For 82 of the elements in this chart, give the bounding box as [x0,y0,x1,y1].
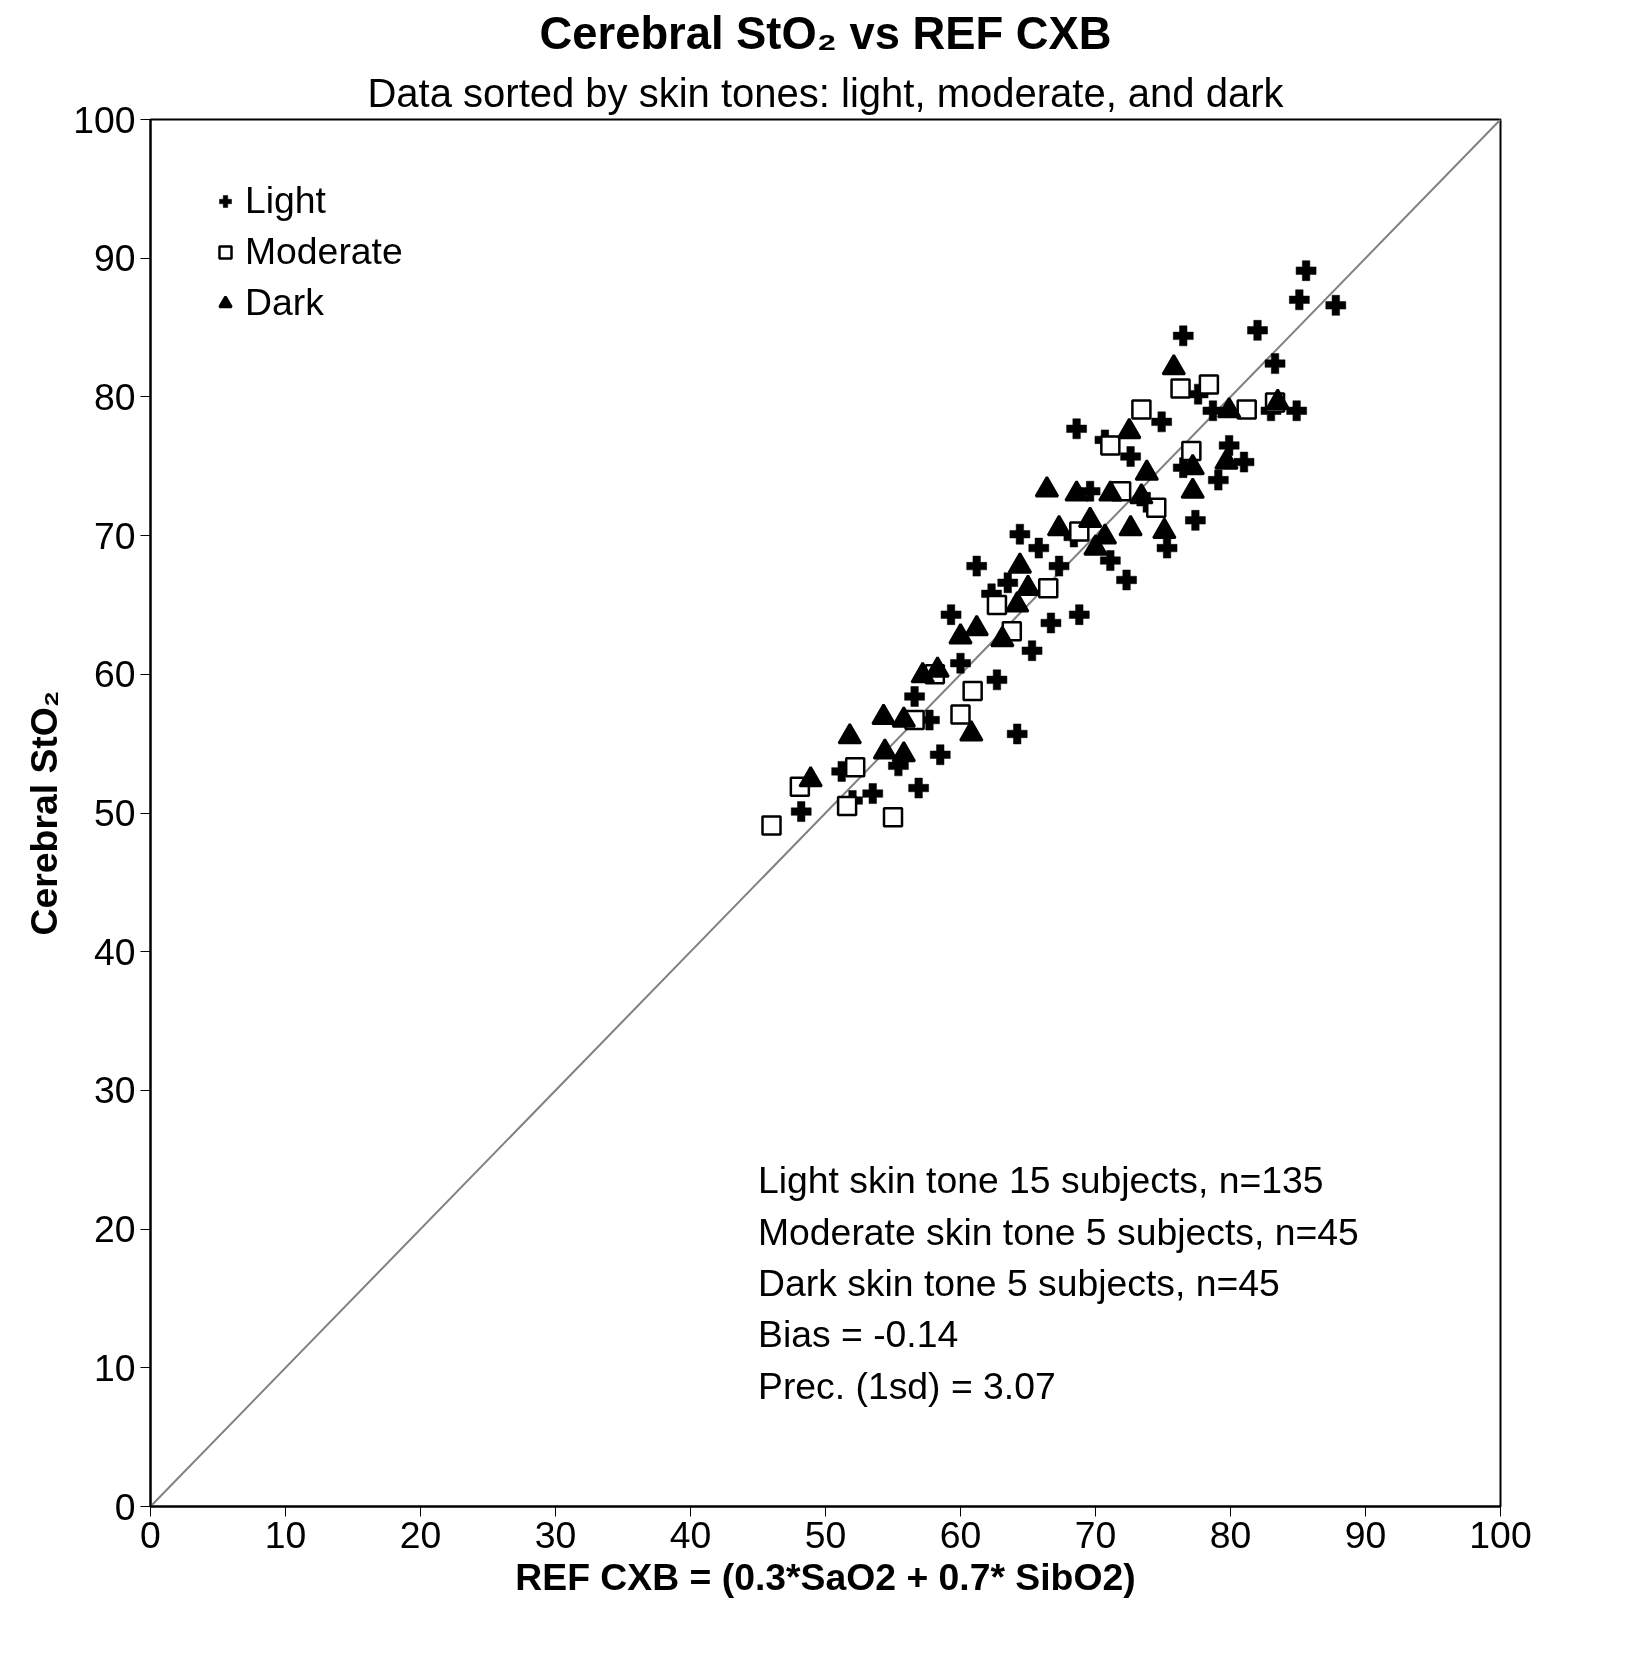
point [1264,353,1286,374]
y-tick-label: 100 [73,98,136,141]
y-tick-label: 30 [93,1069,136,1112]
legend-label: Dark [245,281,324,324]
point [1009,523,1031,545]
y-tick-label: 40 [93,930,136,973]
point [908,777,929,799]
point [1202,400,1224,422]
point [1198,374,1220,395]
annotation: Bias = -0.14 [758,1313,959,1356]
x-tick-label: 40 [669,1513,712,1556]
point [904,686,925,707]
point [986,594,1008,616]
x-tick-label: 80 [1209,1513,1252,1556]
point [1236,399,1257,420]
point [966,555,987,577]
point [882,806,904,828]
point [1100,435,1121,456]
point [997,572,1018,594]
point [1069,604,1090,625]
y-tick-label: 0 [114,1485,136,1528]
point [1028,537,1050,559]
point [1170,378,1191,399]
y-tick-label: 20 [93,1208,136,1251]
point [1156,537,1178,559]
x-tick-label: 10 [264,1513,307,1556]
point [1100,550,1121,571]
point [950,704,971,725]
point [950,652,971,674]
point [1066,418,1087,440]
x-tick-label: 100 [1469,1513,1532,1556]
point [1233,451,1255,473]
point [1151,411,1172,433]
point [1120,446,1141,467]
point [1173,325,1194,347]
x-tick-label: 50 [804,1513,847,1556]
point [986,669,1008,691]
y-tick-label: 60 [93,653,136,696]
y-tick-label: 10 [93,1346,136,1389]
point [1116,569,1137,591]
x-tick-label: 20 [399,1513,442,1556]
point [790,801,812,822]
point [862,783,883,804]
y-tick-label: 70 [93,514,136,557]
annotation: Moderate skin tone 5 subjects, n=45 [758,1210,1359,1253]
point [1048,555,1070,577]
x-axis-title: REF CXB = (0.3*SaO2 + 0.7* SibO2) [515,1555,1136,1598]
x-tick-label: 90 [1344,1513,1387,1556]
point [940,604,962,625]
point [1131,399,1152,420]
point [844,756,866,778]
point [761,815,782,836]
point [1006,723,1028,745]
legend-label: Moderate [245,230,403,273]
point [1295,260,1317,281]
point [1286,400,1307,422]
chart-title: Cerebral StO₂ vs REF CXB [539,7,1112,59]
point [1247,320,1268,341]
x-tick-label: 70 [1074,1513,1117,1556]
point [1181,440,1202,462]
point [930,744,951,765]
chart-subtitle: Data sorted by skin tones: light, moderate, and dark [367,70,1285,115]
point [1146,497,1167,519]
y-tick-label: 80 [93,375,136,418]
point [1325,295,1347,316]
annotation: Prec. (1sd) = 3.07 [758,1364,1056,1407]
point [1021,640,1043,661]
annotation: Dark skin tone 5 subjects, n=45 [758,1262,1280,1304]
legend-label: Light [245,179,326,222]
y-axis-title: Cerebral StO₂ [23,690,66,936]
x-tick-label: 60 [939,1513,982,1556]
point [1185,510,1206,531]
annotation: Light skin tone 15 subjects, n=135 [758,1159,1324,1202]
point [1208,469,1229,491]
point [962,680,983,702]
point [1040,612,1062,634]
y-tick-label: 90 [93,237,136,280]
x-tick-label: 30 [534,1513,577,1556]
point [1289,289,1310,311]
point [836,795,858,817]
point [1038,578,1059,599]
y-tick-label: 50 [93,792,136,834]
